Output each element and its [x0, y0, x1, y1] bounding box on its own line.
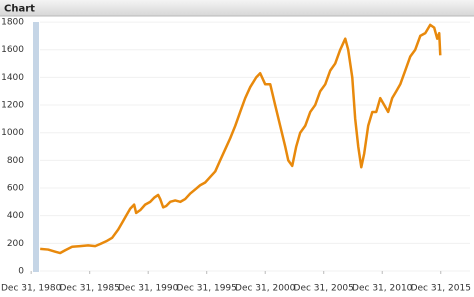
x-tick-label: Dec 31, 2015 [411, 284, 471, 294]
x-tick-label: Dec 31, 2010 [352, 284, 413, 294]
x-tick-label: Dec 31, 1990 [118, 284, 179, 294]
chart-title: Chart [4, 4, 35, 15]
x-tick-label: Dec 31, 2000 [235, 284, 296, 294]
y-tick-label: 1000 [1, 128, 24, 138]
x-tick-label: Dec 31, 2005 [294, 284, 354, 294]
y-tick-label: 1400 [1, 73, 24, 83]
x-tick-label: Dec 31, 1985 [60, 284, 120, 294]
data-line [40, 23, 442, 255]
y-tick-label: 600 [7, 184, 24, 194]
y-tick-label: 1800 [1, 18, 24, 28]
y-tick-label: 800 [7, 156, 24, 166]
x-tick-label: Dec 31, 1995 [177, 284, 237, 294]
y-tick-label: 200 [7, 239, 24, 249]
y-tick-label: 0 [18, 267, 24, 277]
y-tick-label: 1600 [1, 45, 24, 55]
scroll-band [33, 22, 39, 272]
header-bar [0, 0, 474, 16]
x-tick-label: Dec 31, 1980 [1, 284, 62, 294]
y-tick-label: 400 [7, 211, 24, 221]
y-tick-label: 1200 [1, 101, 24, 111]
